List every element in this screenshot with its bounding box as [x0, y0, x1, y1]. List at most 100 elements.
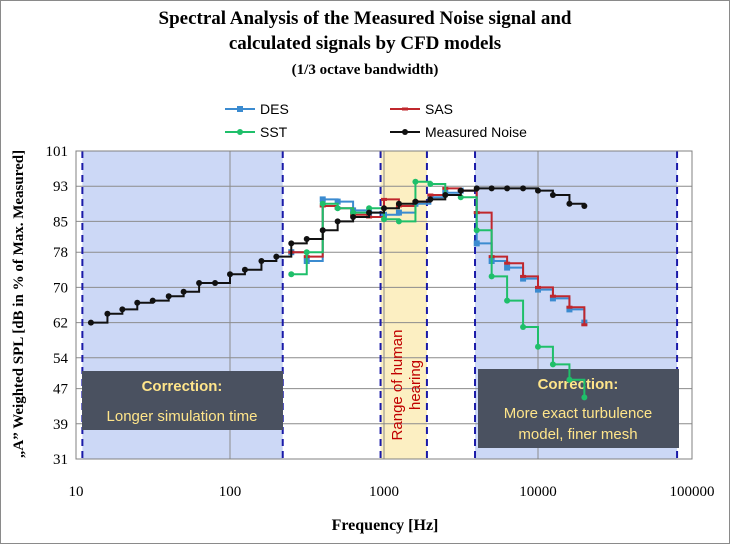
y-axis-label: „A” Weighted SPL [dB in % of Max. Measur… [11, 150, 27, 458]
point-2 [520, 324, 527, 330]
point-2 [535, 343, 541, 350]
y-tick-label: 31 [53, 452, 68, 468]
right-correction-text-line1: More exact turbulence [504, 405, 652, 422]
human-hearing-label: Range of human hearing [389, 330, 424, 441]
x-tick-label: 10000 [519, 484, 557, 500]
x-tick-label: 10 [69, 484, 84, 500]
y-tick-label: 85 [53, 214, 68, 230]
point-2 [473, 227, 480, 234]
point-3 [288, 240, 295, 247]
point-0 [319, 196, 326, 203]
point-2 [334, 205, 341, 212]
left-correction-box [82, 371, 283, 430]
point-0 [395, 209, 402, 216]
right-correction-title: Correction: [538, 376, 619, 393]
point-2 [488, 273, 495, 280]
y-tick-label: 78 [53, 245, 68, 261]
point-3 [566, 200, 573, 207]
point-3 [180, 288, 187, 295]
point-0 [520, 275, 527, 282]
plot-border [75, 150, 693, 460]
y-tick-label: 39 [53, 417, 68, 433]
point-3 [165, 293, 172, 300]
point-3 [520, 185, 527, 192]
y-tick-label: 70 [53, 280, 68, 296]
x-axis-label: Frequency [Hz] [332, 517, 439, 534]
point-3 [442, 192, 449, 198]
point-3 [212, 280, 219, 286]
x-tick-label: 100 [219, 484, 242, 500]
point-3 [87, 319, 94, 326]
legend-label-0: DES [260, 101, 289, 117]
point-3 [119, 306, 126, 313]
point-0 [473, 240, 480, 247]
point-3 [549, 192, 556, 198]
point-0 [504, 264, 511, 271]
chart-title-line1: Spectral Analysis of the Measured Noise … [158, 8, 572, 29]
point-3 [473, 185, 480, 192]
right-correction-text-line2: model, finer mesh [518, 426, 637, 443]
point-2 [581, 394, 588, 401]
point-2 [549, 361, 556, 368]
point-3 [381, 205, 387, 212]
point-3 [303, 236, 310, 242]
legend-label-3: Measured Noise [425, 124, 527, 140]
point-3 [535, 187, 541, 194]
left-correction-text: Longer simulation time [107, 408, 258, 425]
y-tick-label: 54 [53, 351, 69, 367]
y-tick-label: 93 [53, 179, 68, 195]
point-2 [366, 205, 373, 212]
point-3 [395, 200, 402, 207]
point-0 [566, 306, 573, 313]
point-3 [427, 196, 434, 203]
point-3 [412, 198, 419, 205]
point-2 [288, 271, 295, 278]
point-3 [227, 271, 233, 278]
series-lines [87, 178, 588, 401]
point-2 [303, 249, 310, 256]
point-2 [504, 297, 511, 304]
human-hearing-line2: hearing [407, 360, 424, 410]
point-0 [334, 198, 341, 205]
legend-label-1: SAS [425, 101, 453, 117]
point-2 [566, 376, 573, 383]
point-3 [334, 218, 341, 225]
legend: DES SAS SST Measured Noise [225, 101, 527, 140]
point-0 [549, 295, 556, 302]
point-3 [134, 299, 141, 306]
point-3 [366, 209, 373, 216]
point-2 [412, 178, 419, 185]
annotation-boxes: Correction: Longer simulation time Corre… [82, 369, 679, 448]
point-3 [457, 187, 464, 194]
point-3 [149, 297, 156, 304]
point-3 [319, 227, 326, 234]
axes: 31 39 47 54 62 70 78 85 93 101 10 100 1000 10000 10000… [46, 144, 715, 500]
legend-marker-3 [402, 129, 408, 135]
point-3 [104, 310, 111, 317]
point-0 [535, 286, 541, 293]
right-correction-box [478, 369, 679, 448]
y-tick-label: 62 [53, 316, 68, 332]
point-3 [504, 185, 511, 192]
legend-marker-0 [237, 106, 243, 112]
series-line-2 [291, 180, 586, 398]
point-2 [319, 200, 326, 207]
point-2 [350, 209, 357, 216]
chart-subtitle: (1/3 octave bandwidth) [291, 62, 439, 78]
point-3 [258, 258, 265, 264]
point-3 [488, 185, 495, 192]
point-3 [350, 214, 357, 220]
point-3 [273, 253, 280, 260]
y-tick-label: 47 [53, 382, 69, 398]
point-3 [581, 203, 588, 209]
y-tick-label: 101 [46, 144, 69, 160]
left-correction-title: Correction: [142, 378, 223, 395]
legend-marker-2 [237, 129, 243, 135]
legend-label-2: SST [260, 124, 288, 140]
point-3 [196, 280, 203, 286]
chart-title-line2: calculated signals by CFD models [228, 33, 502, 54]
point-2 [395, 218, 402, 225]
human-hearing-line1: Range of human [389, 330, 406, 441]
point-2 [427, 181, 434, 187]
